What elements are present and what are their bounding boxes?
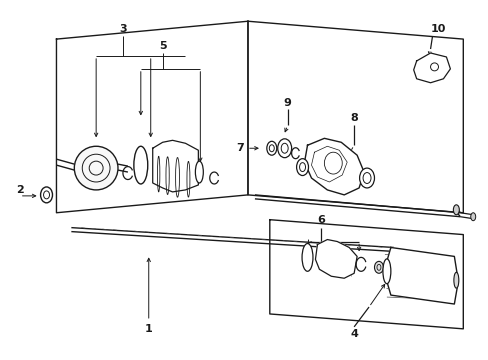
Ellipse shape — [302, 243, 312, 271]
Ellipse shape — [195, 161, 203, 183]
Polygon shape — [152, 140, 198, 192]
Ellipse shape — [382, 259, 390, 284]
Polygon shape — [56, 21, 247, 213]
Ellipse shape — [296, 159, 308, 176]
Text: 6: 6 — [317, 215, 325, 225]
Circle shape — [74, 146, 118, 190]
Polygon shape — [413, 53, 449, 83]
Ellipse shape — [452, 205, 458, 215]
Ellipse shape — [470, 213, 475, 221]
Text: 1: 1 — [144, 324, 152, 334]
Polygon shape — [304, 138, 364, 195]
Text: 5: 5 — [159, 41, 166, 51]
Text: 4: 4 — [349, 329, 357, 339]
Polygon shape — [383, 247, 457, 304]
Text: 8: 8 — [349, 113, 357, 123]
Ellipse shape — [266, 141, 276, 155]
Text: 7: 7 — [236, 143, 244, 153]
Text: 10: 10 — [430, 24, 445, 34]
Ellipse shape — [374, 261, 383, 273]
Text: 2: 2 — [16, 185, 23, 195]
Polygon shape — [269, 220, 462, 329]
Text: 3: 3 — [119, 24, 126, 34]
Ellipse shape — [277, 139, 291, 158]
Polygon shape — [315, 239, 356, 278]
Ellipse shape — [453, 272, 458, 288]
Text: 9: 9 — [283, 98, 291, 108]
Ellipse shape — [359, 168, 374, 188]
Ellipse shape — [134, 146, 147, 184]
Polygon shape — [247, 21, 462, 213]
